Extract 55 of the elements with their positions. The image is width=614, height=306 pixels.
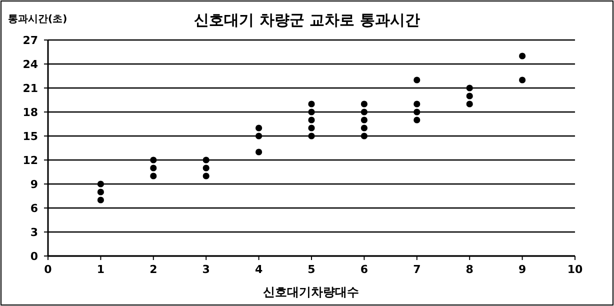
point — [360, 132, 368, 140]
x-tick-label: 9 — [518, 263, 526, 276]
point — [414, 76, 420, 84]
point — [519, 52, 526, 60]
y-axis-title: 통과시간(초) — [8, 14, 68, 25]
point — [308, 100, 315, 108]
y-tick-label: 9 — [30, 178, 38, 191]
point — [202, 172, 210, 180]
point — [466, 92, 473, 100]
point — [150, 164, 157, 172]
point — [308, 116, 315, 124]
point — [360, 100, 368, 108]
point — [97, 180, 104, 188]
point — [414, 116, 420, 124]
chart-title: 신호대기 차량군 교차로 통과시간 — [194, 11, 420, 29]
point — [202, 156, 210, 164]
x-tick-label: 5 — [308, 263, 316, 276]
y-tick-label: 24 — [22, 58, 38, 71]
x-tick-label: 6 — [360, 263, 368, 276]
x-tick-label: 7 — [413, 263, 421, 276]
point — [256, 124, 262, 132]
point — [519, 76, 526, 84]
point — [150, 172, 157, 180]
y-tick-label: 12 — [22, 154, 38, 167]
point — [97, 188, 104, 196]
x-tick-label: 0 — [44, 263, 52, 276]
point — [256, 132, 262, 140]
y-tick-label: 6 — [30, 202, 38, 215]
point — [308, 124, 315, 132]
point — [414, 108, 420, 116]
x-tick-label: 10 — [567, 263, 583, 276]
x-tick-label: 8 — [466, 263, 474, 276]
point — [466, 100, 473, 108]
point — [360, 116, 368, 124]
y-tick-label: 3 — [30, 226, 38, 239]
y-tick-label: 0 — [30, 250, 38, 263]
point — [202, 164, 210, 172]
point — [256, 148, 262, 156]
point — [150, 156, 157, 164]
y-tick-label: 27 — [22, 34, 38, 47]
point — [414, 100, 420, 108]
x-tick-label: 2 — [150, 263, 158, 276]
x-tick-label: 3 — [202, 263, 210, 276]
y-tick-label: 18 — [22, 106, 38, 119]
point — [360, 124, 368, 132]
point — [466, 84, 473, 92]
point — [308, 132, 315, 140]
point — [360, 108, 368, 116]
x-axis-title: 신호대기차량대수 — [263, 285, 359, 299]
y-tick-label: 21 — [22, 82, 38, 95]
point — [97, 196, 104, 204]
x-tick-label: 1 — [96, 263, 105, 276]
y-tick-label: 15 — [22, 130, 38, 143]
point — [308, 108, 315, 116]
x-tick-label: 4 — [254, 263, 263, 276]
